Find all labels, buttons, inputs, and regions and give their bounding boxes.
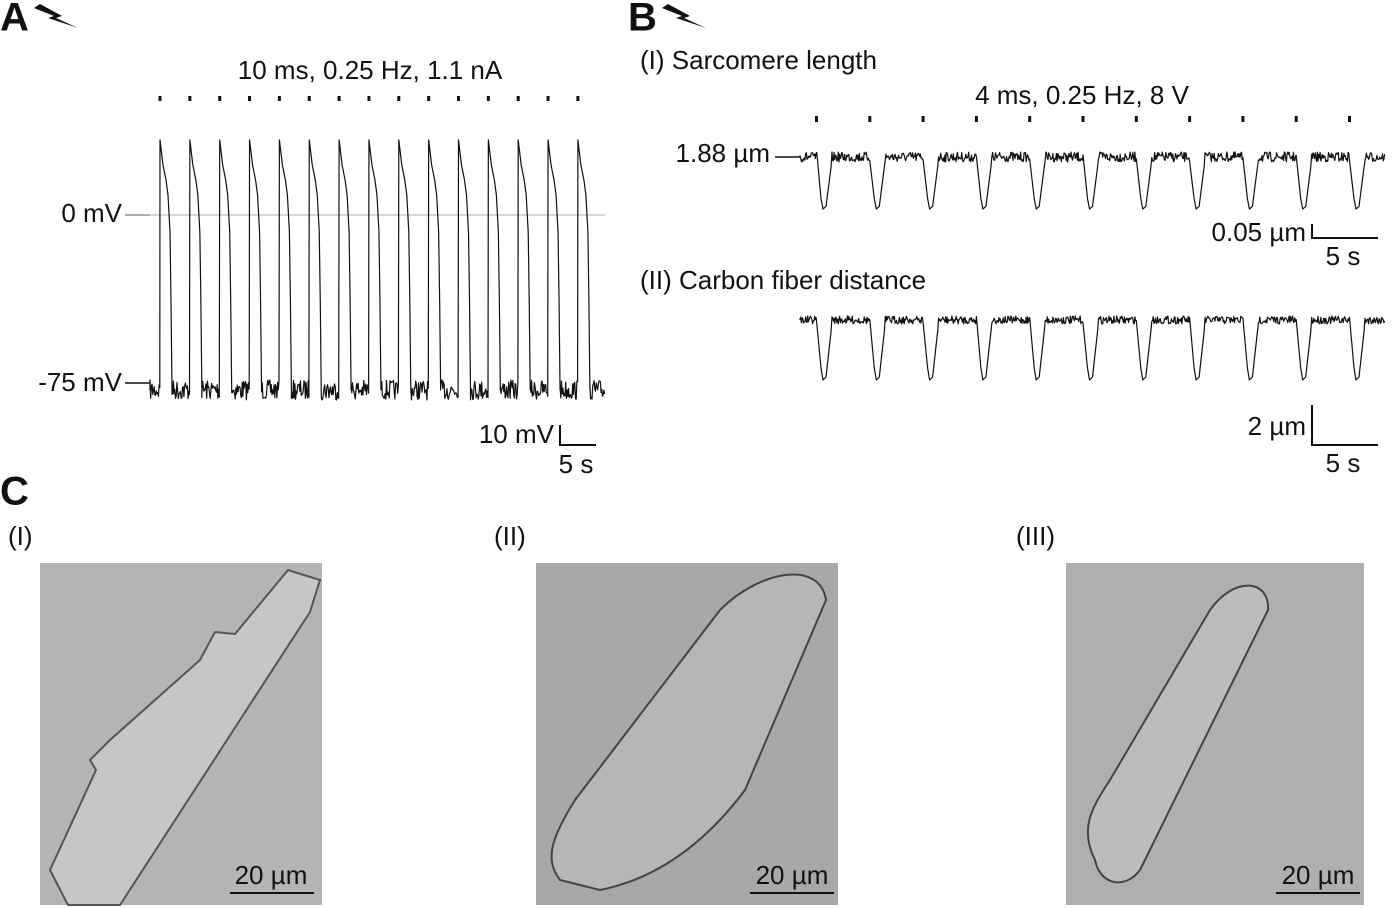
scale-label: 2 µm bbox=[1248, 411, 1306, 441]
stimulus-tick bbox=[921, 116, 925, 122]
image-label: (III) bbox=[1016, 521, 1055, 551]
scale-label: 5 s bbox=[1326, 448, 1361, 478]
stimulus-tick bbox=[1348, 116, 1351, 122]
trace-title: (I) Sarcomere length bbox=[640, 45, 877, 75]
stimulus-tick bbox=[1028, 116, 1032, 122]
stimulus-tick bbox=[815, 116, 818, 122]
micrograph: 20 µm bbox=[40, 563, 322, 906]
level-label: 0 mV bbox=[61, 198, 122, 228]
stimulus-tick bbox=[868, 116, 872, 122]
stimulus-tick bbox=[1081, 116, 1085, 122]
panel-label: B bbox=[628, 0, 657, 40]
trace bbox=[799, 315, 1386, 381]
stimulus-tick bbox=[546, 96, 550, 101]
stimulus-label: 4 ms, 0.25 Hz, 8 V bbox=[975, 80, 1190, 110]
stimulus-tick bbox=[188, 96, 192, 101]
stimulus-tick bbox=[1134, 116, 1138, 122]
panel-label: A bbox=[0, 0, 29, 40]
scale-label: 0.05 µm bbox=[1212, 217, 1306, 247]
stimulus-label: 10 ms, 0.25 Hz, 1.1 nA bbox=[238, 55, 503, 85]
level-label: 1.88 µm bbox=[676, 138, 770, 168]
image-label: (I) bbox=[8, 521, 33, 551]
scale-label: 20 µm bbox=[756, 860, 829, 890]
panel-label: C bbox=[0, 470, 29, 514]
scale-bar bbox=[559, 425, 596, 446]
stimulus-tick bbox=[576, 96, 580, 101]
trace bbox=[149, 139, 606, 401]
scale-bar bbox=[1311, 405, 1378, 446]
stimulus-tick bbox=[337, 96, 341, 101]
stimulus-tick bbox=[158, 96, 162, 101]
scale-label: 20 µm bbox=[235, 860, 308, 890]
scale-label: 5 s bbox=[1326, 241, 1361, 271]
micrograph: 20 µm bbox=[1066, 563, 1364, 905]
stimulus-tick bbox=[1188, 116, 1192, 122]
stimulus-tick bbox=[486, 96, 490, 101]
stimulus-tick bbox=[397, 96, 401, 101]
stimulus-tick bbox=[277, 96, 281, 101]
trace-title: (II) Carbon fiber distance bbox=[640, 265, 926, 295]
scale-label: 10 mV bbox=[479, 419, 555, 449]
stimulus-tick bbox=[516, 96, 520, 101]
stimulus-tick bbox=[974, 116, 978, 122]
stimulus-tick bbox=[427, 96, 431, 101]
level-label: -75 mV bbox=[38, 367, 122, 397]
stimulus-tick bbox=[367, 96, 371, 101]
stimulus-tick bbox=[1294, 116, 1298, 122]
stimulus-tick bbox=[218, 96, 222, 101]
micrograph: 20 µm bbox=[536, 563, 838, 905]
stimulus-icon bbox=[662, 4, 706, 28]
scale-label: 20 µm bbox=[1282, 860, 1355, 890]
image-label: (II) bbox=[494, 521, 526, 551]
stimulus-tick bbox=[457, 96, 460, 101]
stimulus-tick bbox=[248, 96, 252, 101]
scale-bar bbox=[1311, 224, 1378, 239]
stimulus-tick bbox=[1241, 116, 1245, 122]
trace bbox=[799, 151, 1386, 210]
stimulus-icon bbox=[34, 4, 78, 28]
stimulus-tick bbox=[307, 96, 311, 101]
scale-label: 5 s bbox=[559, 449, 594, 479]
